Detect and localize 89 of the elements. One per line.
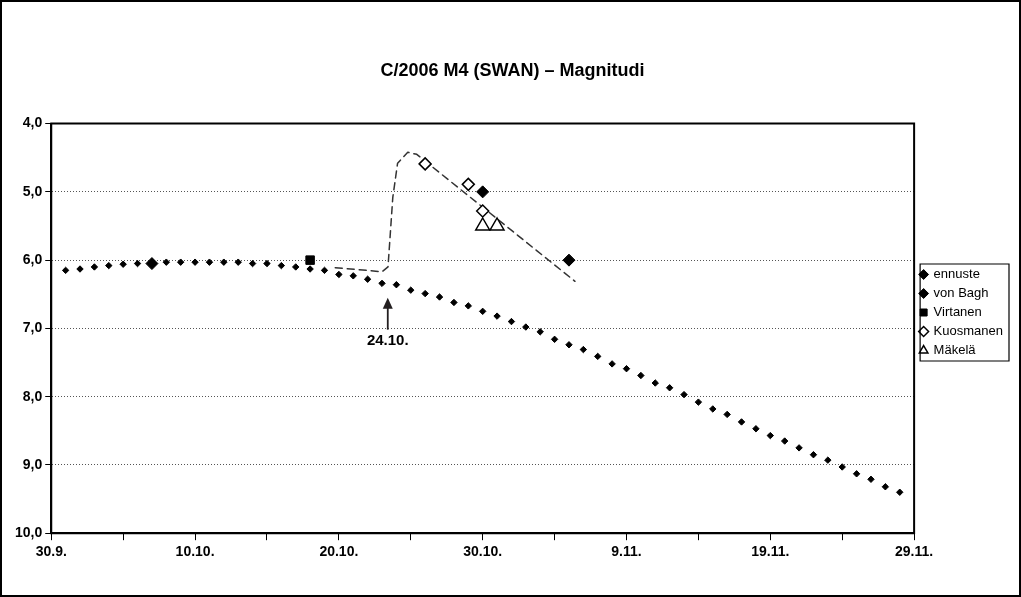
point — [277, 261, 286, 270]
point — [305, 255, 315, 265]
point — [475, 204, 490, 218]
point — [418, 157, 432, 171]
point — [780, 437, 789, 445]
point — [464, 302, 472, 310]
point — [766, 431, 775, 440]
point — [292, 263, 300, 271]
point — [421, 289, 429, 298]
x-tick-label: 10.10. — [175, 543, 215, 560]
point — [608, 360, 616, 368]
point — [191, 258, 199, 266]
point — [476, 185, 490, 199]
point — [306, 265, 314, 273]
point — [665, 384, 674, 392]
point — [852, 470, 861, 478]
y-tick-label: 7,0 — [22, 319, 43, 336]
point — [824, 456, 832, 464]
point — [176, 258, 185, 266]
line-series — [334, 151, 576, 283]
point — [709, 405, 717, 413]
y-tick-label: 5,0 — [22, 182, 43, 199]
point — [752, 425, 760, 433]
chart-title: C/2006 M4 (SWAN) – Magnitudi — [380, 59, 645, 80]
point — [133, 259, 142, 268]
point — [493, 312, 501, 320]
legend-label: Virtanen — [933, 304, 982, 320]
point — [622, 364, 631, 373]
y-tick-label: 4,0 — [22, 114, 43, 131]
point — [461, 177, 476, 192]
point — [220, 258, 228, 266]
point — [105, 261, 113, 270]
point — [562, 253, 576, 267]
point — [579, 345, 588, 354]
point — [694, 398, 703, 406]
point — [896, 488, 904, 496]
legend-label: Kuosmanen — [933, 323, 1004, 339]
point — [145, 257, 159, 271]
x-tick-label: 30.10. — [463, 543, 503, 560]
point — [435, 293, 444, 301]
point — [489, 217, 505, 231]
point — [680, 390, 688, 399]
x-tick-label: 29.11. — [895, 543, 934, 560]
point — [392, 281, 401, 289]
point — [550, 335, 559, 344]
point — [475, 217, 491, 231]
point — [507, 317, 516, 326]
point — [881, 483, 890, 491]
point — [119, 260, 127, 268]
point — [450, 298, 458, 307]
legend-label: von Bagh — [933, 285, 989, 301]
point — [565, 341, 573, 349]
point — [363, 275, 372, 283]
point — [378, 279, 386, 288]
point — [90, 263, 99, 271]
point — [205, 258, 214, 266]
y-tick-label: 8,0 — [22, 387, 43, 404]
legend-label: Mäkelä — [933, 342, 977, 358]
legend-label: ennuste — [933, 266, 980, 282]
x-tick-label: 20.10. — [319, 543, 359, 560]
point — [795, 444, 803, 452]
y-tick-label: 6,0 — [22, 250, 43, 267]
point — [234, 258, 242, 266]
point — [407, 286, 415, 294]
x-tick-label: 19.11. — [751, 543, 790, 560]
y-tick-label: 10,0 — [15, 524, 43, 541]
point — [349, 272, 357, 280]
annotation: 24.10. — [366, 331, 409, 349]
point — [737, 418, 746, 426]
y-tick-label: 9,0 — [22, 455, 43, 472]
point — [335, 270, 343, 279]
point — [651, 379, 659, 387]
point — [162, 258, 170, 266]
point — [478, 307, 487, 316]
point — [536, 328, 544, 336]
point — [320, 266, 329, 275]
point — [522, 323, 530, 331]
point — [248, 259, 257, 268]
point — [594, 352, 602, 361]
x-tick-label: 9.11. — [611, 543, 642, 560]
point — [637, 371, 645, 380]
point — [809, 450, 818, 459]
point — [76, 265, 84, 273]
point — [838, 463, 846, 471]
point — [61, 266, 70, 275]
x-tick-label: 30.9. — [35, 543, 67, 560]
point — [867, 475, 875, 483]
point — [263, 259, 271, 268]
point — [723, 410, 731, 419]
